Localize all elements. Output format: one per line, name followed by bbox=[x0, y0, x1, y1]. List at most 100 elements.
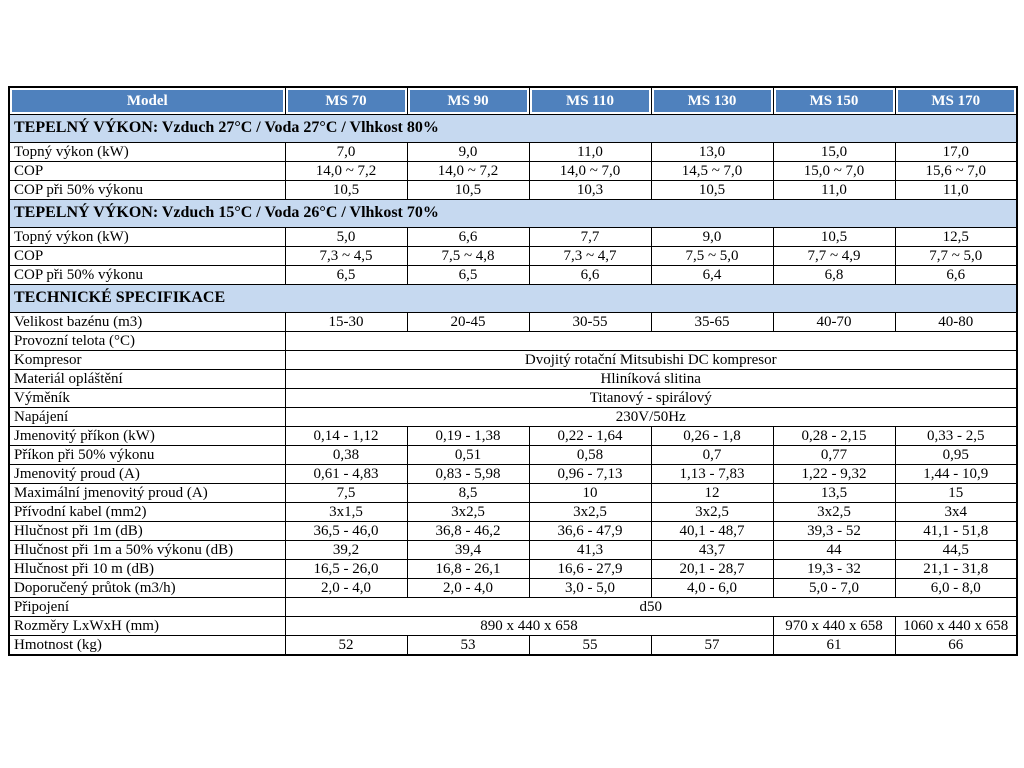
cell-value: 7,5 ~ 5,0 bbox=[650, 245, 774, 266]
row-label: Velikost bazénu (m3) bbox=[8, 311, 286, 332]
cell-value: 16,8 - 26,1 bbox=[406, 558, 530, 579]
row-label: Kompresor bbox=[8, 349, 286, 370]
cell-value: 40-80 bbox=[894, 311, 1018, 332]
section-row: TECHNICKÉ SPECIFIKACE bbox=[8, 283, 1018, 313]
row-label: Topný výkon (kW) bbox=[8, 141, 286, 162]
cell-value: 35-65 bbox=[650, 311, 774, 332]
cell-value: 1,44 - 10,9 bbox=[894, 463, 1018, 484]
row-label: Hmotnost (kg) bbox=[8, 634, 286, 655]
cell-value: 39,2 bbox=[284, 539, 408, 560]
cell-value: 3x2,5 bbox=[406, 501, 530, 522]
table-row: Napájení 230V/50Hz bbox=[8, 406, 1018, 427]
cell-value: 40-70 bbox=[772, 311, 896, 332]
table-row: Doporučený průtok (m3/h) 2,0 - 4,0 2,0 - 4… bbox=[8, 577, 1018, 598]
section-row: TEPELNÝ VÝKON: Vzduch 15°C / Voda 26°C /… bbox=[8, 198, 1018, 228]
cell-value: 52 bbox=[284, 634, 408, 655]
row-label: Topný výkon (kW) bbox=[8, 226, 286, 247]
cell-value bbox=[284, 330, 1018, 351]
cell-value: 7,0 bbox=[284, 141, 408, 162]
cell-value: 0,22 - 1,64 bbox=[528, 425, 652, 446]
cell-value: 15,0 ~ 7,0 bbox=[772, 160, 896, 181]
column-header: MS 170 bbox=[894, 86, 1018, 115]
header-row: Model MS 70 MS 90 MS 110 MS 130 MS 150 MS 170 bbox=[8, 86, 1018, 115]
cell-value: 6,6 bbox=[406, 226, 530, 247]
cell-value: 11,0 bbox=[894, 179, 1018, 200]
cell-value: 0,14 - 1,12 bbox=[284, 425, 408, 446]
cell-value: 3x4 bbox=[894, 501, 1018, 522]
table-row: Hmotnost (kg) 52 53 55 57 61 66 bbox=[8, 634, 1018, 655]
cell-value: 7,3 ~ 4,7 bbox=[528, 245, 652, 266]
cell-value: 3x1,5 bbox=[284, 501, 408, 522]
cell-value: 0,77 bbox=[772, 444, 896, 465]
cell-value: 20-45 bbox=[406, 311, 530, 332]
table-row: Připojení d50 bbox=[8, 596, 1018, 617]
cell-value: 7,3 ~ 4,5 bbox=[284, 245, 408, 266]
cell-value: 6,8 bbox=[772, 264, 896, 285]
cell-value: 11,0 bbox=[528, 141, 652, 162]
table-row: Hlučnost při 1m a 50% výkonu (dB) 39,2 39,… bbox=[8, 539, 1018, 560]
cell-value: 15,0 bbox=[772, 141, 896, 162]
cell-value: 57 bbox=[650, 634, 774, 655]
cell-value: 3x2,5 bbox=[772, 501, 896, 522]
cell-value: 7,5 bbox=[284, 482, 408, 503]
cell-value: Hliníková slitina bbox=[284, 368, 1018, 389]
cell-value: 13,5 bbox=[772, 482, 896, 503]
cell-value: Titanový - spirálový bbox=[284, 387, 1018, 408]
cell-value: 14,0 ~ 7,0 bbox=[528, 160, 652, 181]
cell-value: 44,5 bbox=[894, 539, 1018, 560]
table-row: COP při 50% výkonu 10,5 10,5 10,3 10,5 11,0 11… bbox=[8, 179, 1018, 200]
cell-value: 6,6 bbox=[894, 264, 1018, 285]
cell-value: 0,96 - 7,13 bbox=[528, 463, 652, 484]
section-header: TEPELNÝ VÝKON: Vzduch 15°C / Voda 26°C /… bbox=[8, 198, 1018, 228]
cell-value: 10,5 bbox=[772, 226, 896, 247]
cell-value: d50 bbox=[284, 596, 1018, 617]
column-header: MS 70 bbox=[284, 86, 408, 115]
cell-value: 0,95 bbox=[894, 444, 1018, 465]
spec-table: Model MS 70 MS 90 MS 110 MS 130 MS 150 MS 170 T… bbox=[8, 86, 1018, 656]
cell-value: 11,0 bbox=[772, 179, 896, 200]
cell-value: 7,7 ~ 4,9 bbox=[772, 245, 896, 266]
cell-value: 20,1 - 28,7 bbox=[650, 558, 774, 579]
cell-value: 2,0 - 4,0 bbox=[284, 577, 408, 598]
cell-value: 39,3 - 52 bbox=[772, 520, 896, 541]
row-label: Rozměry LxWxH (mm) bbox=[8, 615, 286, 636]
table-row: Přívodní kabel (mm2) 3x1,5 3x2,5 3x2,5 3x2,5… bbox=[8, 501, 1018, 522]
table-row: Hlučnost při 10 m (dB) 16,5 - 26,0 16,8 - … bbox=[8, 558, 1018, 579]
cell-value: 6,4 bbox=[650, 264, 774, 285]
row-label: Napájení bbox=[8, 406, 286, 427]
table-row: Jmenovitý příkon (kW) 0,14 - 1,12 0,19 - 1… bbox=[8, 425, 1018, 446]
cell-value: 0,58 bbox=[528, 444, 652, 465]
table-row: Jmenovitý proud (A) 0,61 - 4,83 0,83 - 5,9… bbox=[8, 463, 1018, 484]
cell-value: 30-55 bbox=[528, 311, 652, 332]
row-label: COP při 50% výkonu bbox=[8, 264, 286, 285]
cell-value: 10,5 bbox=[650, 179, 774, 200]
cell-value: 10,3 bbox=[528, 179, 652, 200]
cell-value: 4,0 - 6,0 bbox=[650, 577, 774, 598]
cell-value: 0,28 - 2,15 bbox=[772, 425, 896, 446]
cell-value: 53 bbox=[406, 634, 530, 655]
cell-value: 17,0 bbox=[894, 141, 1018, 162]
row-label: Jmenovitý příkon (kW) bbox=[8, 425, 286, 446]
table-row: Kompresor Dvojitý rotační Mitsubishi DC k… bbox=[8, 349, 1018, 370]
cell-value: 6,6 bbox=[528, 264, 652, 285]
table-row: COP při 50% výkonu 6,5 6,5 6,6 6,4 6,8 6,6 bbox=[8, 264, 1018, 285]
cell-value: Dvojitý rotační Mitsubishi DC kompresor bbox=[284, 349, 1018, 370]
cell-value: 10,5 bbox=[284, 179, 408, 200]
row-label: COP při 50% výkonu bbox=[8, 179, 286, 200]
cell-value: 0,33 - 2,5 bbox=[894, 425, 1018, 446]
row-label: Příkon při 50% výkonu bbox=[8, 444, 286, 465]
cell-value: 0,51 bbox=[406, 444, 530, 465]
cell-value: 0,19 - 1,38 bbox=[406, 425, 530, 446]
cell-value: 1,13 - 7,83 bbox=[650, 463, 774, 484]
cell-value: 12,5 bbox=[894, 226, 1018, 247]
cell-value: 36,6 - 47,9 bbox=[528, 520, 652, 541]
row-label: Maximální jmenovitý proud (A) bbox=[8, 482, 286, 503]
table-row: Maximální jmenovitý proud (A) 7,5 8,5 10 12 1… bbox=[8, 482, 1018, 503]
cell-value: 61 bbox=[772, 634, 896, 655]
cell-value: 0,83 - 5,98 bbox=[406, 463, 530, 484]
cell-value: 2,0 - 4,0 bbox=[406, 577, 530, 598]
cell-value: 41,3 bbox=[528, 539, 652, 560]
cell-value: 14,0 ~ 7,2 bbox=[284, 160, 408, 181]
row-label: Materiál opláštění bbox=[8, 368, 286, 389]
section-header: TECHNICKÉ SPECIFIKACE bbox=[8, 283, 1018, 313]
